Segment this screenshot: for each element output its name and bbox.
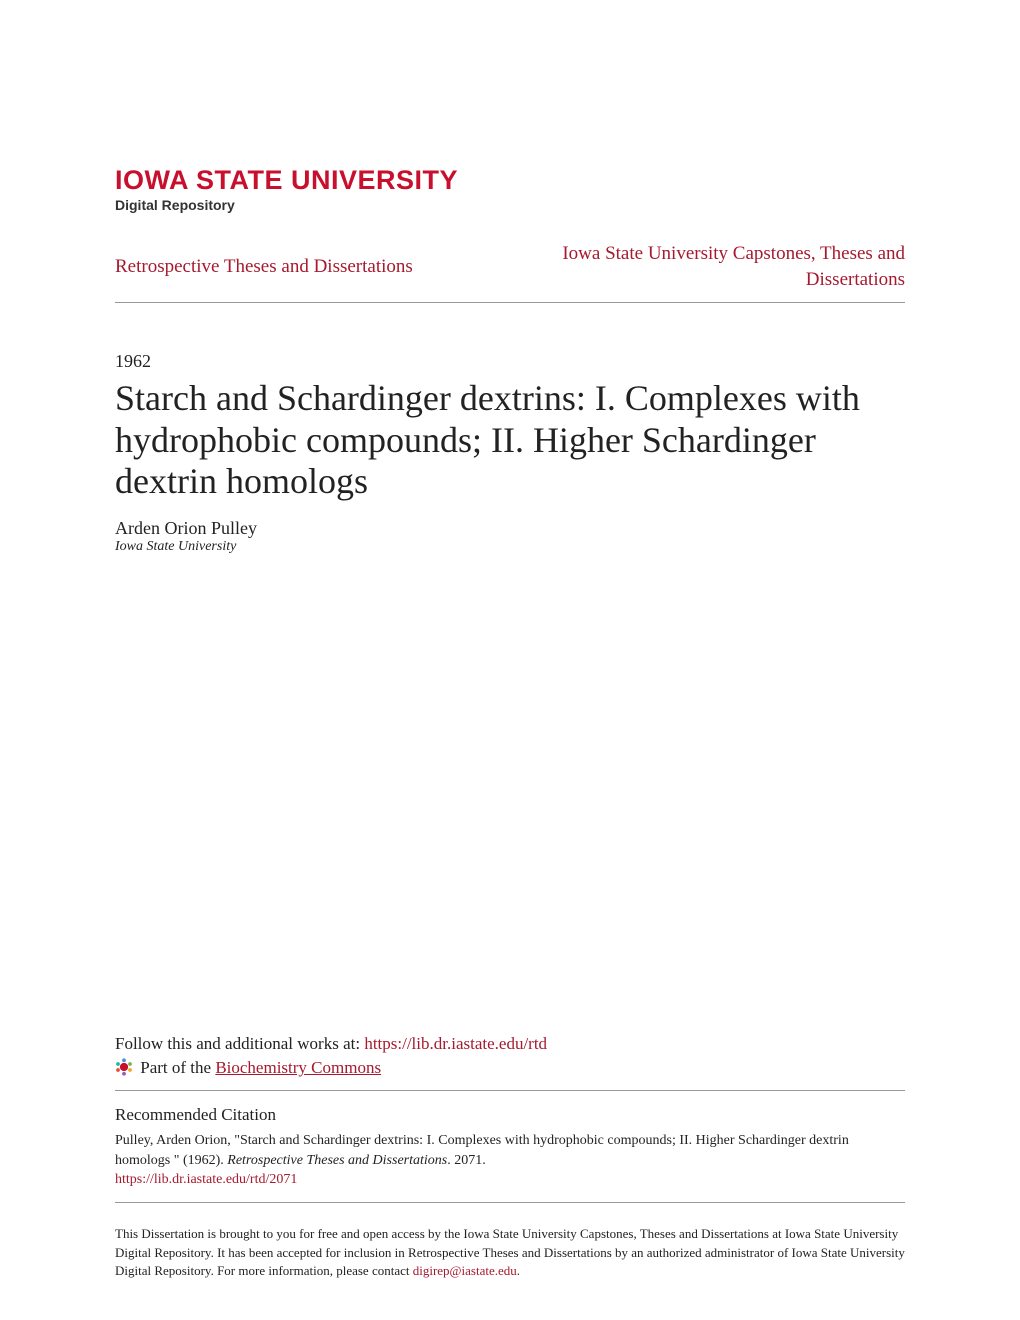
citation-link[interactable]: https://lib.dr.iastate.edu/rtd/2071 <box>115 1172 297 1187</box>
footer-text: This Dissertation is brought to you for … <box>115 1225 905 1280</box>
spacer <box>115 555 905 1034</box>
document-title: Starch and Schardinger dextrins: I. Comp… <box>115 378 905 502</box>
footer-period: . <box>517 1263 520 1278</box>
network-icon <box>115 1058 133 1076</box>
part-prefix: Part of the <box>140 1058 215 1077</box>
follow-section: Follow this and additional works at: htt… <box>115 1034 905 1091</box>
logo-block: IOWA STATE UNIVERSITY Digital Repository <box>115 165 905 213</box>
follow-url-link[interactable]: https://lib.dr.iastate.edu/rtd <box>364 1034 547 1053</box>
commons-link[interactable]: Biochemistry Commons <box>215 1058 381 1077</box>
university-name: IOWA STATE UNIVERSITY <box>115 165 905 196</box>
follow-prefix: Follow this and additional works at: <box>115 1034 364 1053</box>
follow-line: Follow this and additional works at: htt… <box>115 1034 905 1054</box>
citation-collection: Retrospective Theses and Dissertations <box>227 1153 447 1168</box>
repository-label: Digital Repository <box>115 197 905 213</box>
page-container: IOWA STATE UNIVERSITY Digital Repository… <box>0 0 1020 1320</box>
author-affiliation: Iowa State University <box>115 539 905 555</box>
contact-email-link[interactable]: digirep@iastate.edu <box>413 1263 517 1278</box>
author-name: Arden Orion Pulley <box>115 518 905 539</box>
citation-body: Pulley, Arden Orion, "Starch and Schardi… <box>115 1131 905 1170</box>
citation-text-2: . 2071. <box>447 1153 486 1168</box>
citation-heading: Recommended Citation <box>115 1105 905 1125</box>
citation-section: Recommended Citation Pulley, Arden Orion… <box>115 1105 905 1203</box>
breadcrumb-parent-link[interactable]: Iowa State University Capstones, Theses … <box>535 241 905 292</box>
commons-line: Part of the Biochemistry Commons <box>115 1058 905 1078</box>
publication-year: 1962 <box>115 351 905 372</box>
breadcrumb-row: Retrospective Theses and Dissertations I… <box>115 241 905 303</box>
breadcrumb-collection-link[interactable]: Retrospective Theses and Dissertations <box>115 256 413 278</box>
